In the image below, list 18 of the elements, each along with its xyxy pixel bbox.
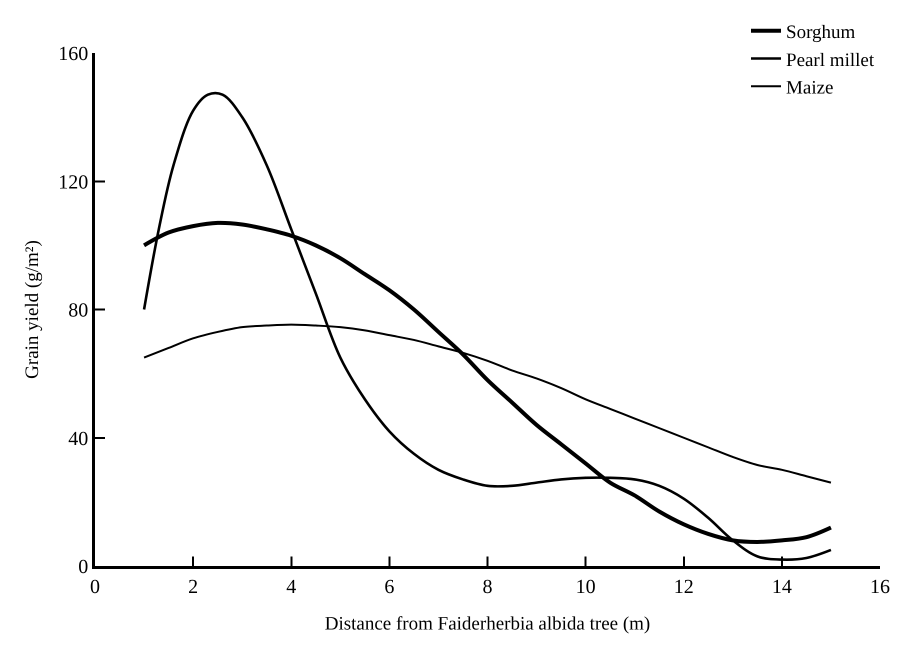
x-tick-label: 8 — [482, 576, 492, 598]
legend-label: Pearl millet — [786, 50, 875, 71]
x-tick-label: 12 — [674, 576, 694, 598]
legend-label: Sorghum — [786, 22, 856, 44]
x-tick-label: 4 — [286, 576, 296, 598]
y-tick-label: 120 — [58, 171, 88, 194]
y-axis-title: Grain yield (g/m²) — [22, 240, 44, 379]
x-axis-title: Distance from Faiderherbia albida tree (m) — [324, 614, 650, 635]
legend-label: Maize — [786, 78, 834, 99]
y-tick-label: 160 — [58, 43, 88, 65]
y-tick-label: 0 — [78, 556, 88, 578]
x-tick-label: 6 — [384, 576, 394, 598]
x-tick-label: 14 — [772, 576, 792, 598]
y-tick-label: 80 — [68, 300, 88, 322]
x-tick-label: 2 — [188, 576, 198, 598]
y-tick-label: 40 — [68, 428, 88, 450]
x-tick-label: 16 — [870, 576, 890, 598]
x-tick-label: 10 — [576, 576, 596, 598]
